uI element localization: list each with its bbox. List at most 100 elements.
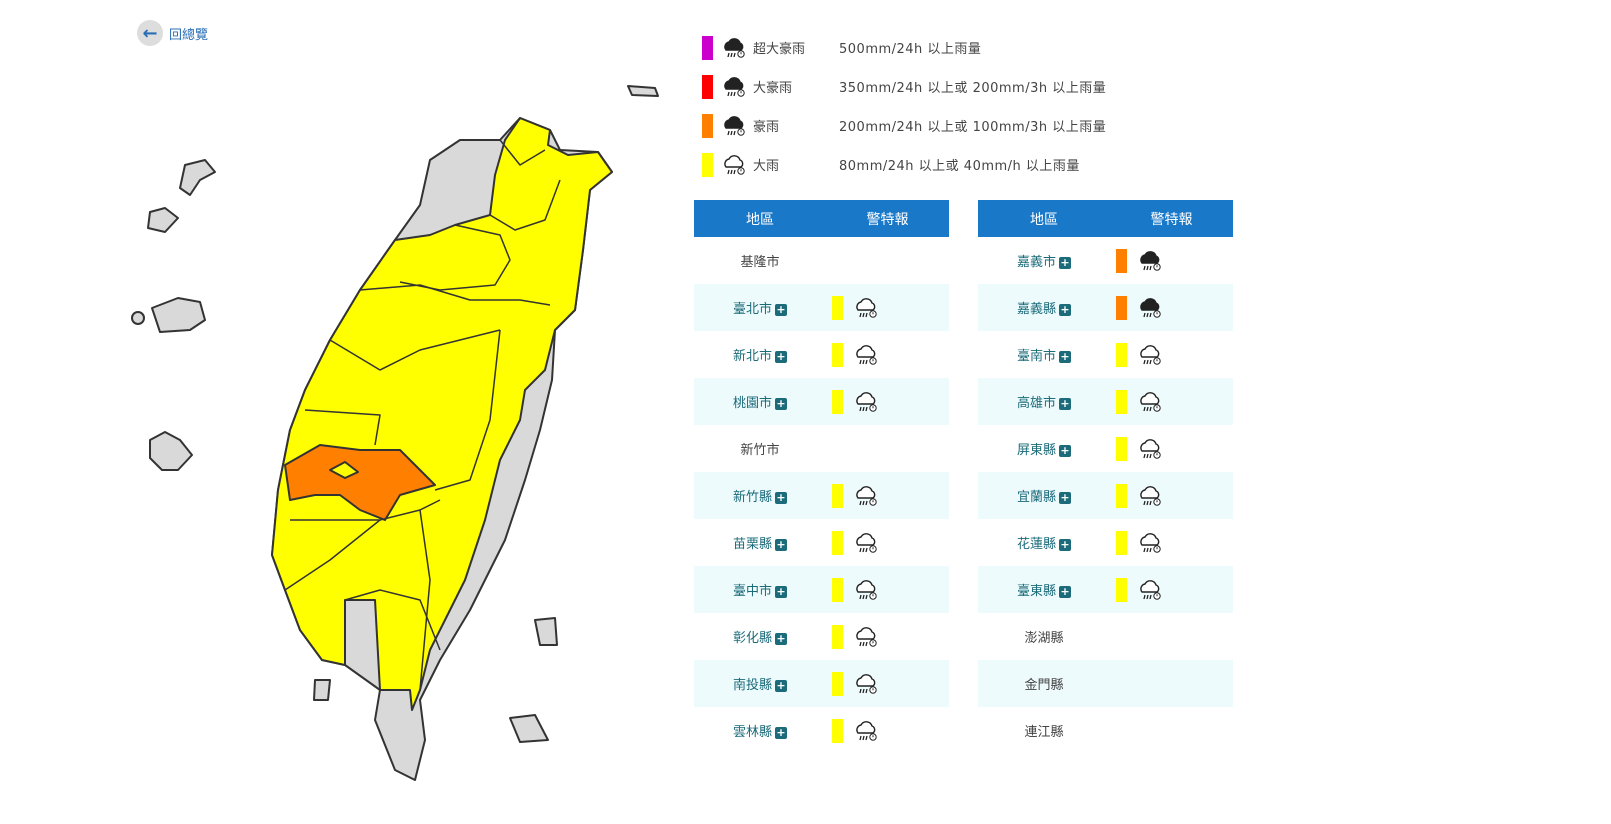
warning-level-bar	[832, 389, 843, 414]
region-torrential[interactable]	[284, 444, 436, 521]
region-name[interactable]: 南投縣 +	[694, 660, 826, 707]
island-matsu-3	[147, 207, 179, 233]
warning-level-bar	[832, 342, 843, 367]
warning-cell	[826, 472, 949, 519]
header-warning: 警特報	[1110, 200, 1233, 237]
region-heavy[interactable]	[271, 117, 613, 711]
torrential-rain-icon	[1140, 250, 1161, 271]
super-torrential-rain-icon	[724, 37, 745, 58]
expand-plus-icon[interactable]: +	[1059, 443, 1071, 457]
expand-plus-icon[interactable]: +	[775, 584, 787, 598]
warning-level-bar	[1116, 389, 1127, 414]
taiwan-warning-map	[131, 85, 659, 781]
expand-plus-icon[interactable]: +	[775, 678, 787, 692]
region-name[interactable]: 嘉義縣 +	[978, 284, 1110, 331]
expand-plus-icon[interactable]: +	[775, 537, 787, 551]
table-row: 新北市 +	[694, 331, 949, 378]
legend-name: 大雨	[753, 159, 780, 174]
expand-plus-icon[interactable]: +	[1059, 490, 1071, 504]
heavy-rain-icon	[724, 154, 745, 175]
region-name[interactable]: 宜蘭縣 +	[978, 472, 1110, 519]
back-label: 回總覽	[169, 27, 209, 43]
expand-plus-icon[interactable]: +	[1059, 302, 1071, 316]
warning-level-bar	[1116, 342, 1127, 367]
warning-cell	[1110, 660, 1233, 707]
warning-cell	[1110, 707, 1233, 754]
legend-desc: 350mm/24h 以上或 200mm/3h 以上雨量	[839, 81, 1107, 96]
region-name[interactable]: 新北市 +	[732, 349, 787, 364]
heavy-rain-icon	[1140, 485, 1161, 506]
heavy-rain-icon	[1140, 344, 1161, 365]
warning-cell	[826, 237, 949, 284]
island-penghu	[149, 431, 193, 471]
warning-cell	[826, 425, 949, 472]
legend-swatch	[702, 35, 713, 60]
warning-level-bar	[1116, 483, 1127, 508]
region-name[interactable]: 嘉義市 +	[1016, 255, 1071, 270]
region-name: 連江縣	[1024, 725, 1064, 740]
table-row: 金門縣	[978, 660, 1233, 707]
legend-name: 豪雨	[753, 120, 780, 135]
table-row: 彰化縣 +	[694, 613, 949, 660]
warning-cell	[1110, 613, 1233, 660]
heavy-rain-icon	[1140, 532, 1161, 553]
region-name[interactable]: 雲林縣 +	[732, 725, 787, 740]
warning-level-bar	[832, 577, 843, 602]
header-region: 地區	[978, 200, 1110, 237]
table-row: 基隆市	[694, 237, 949, 284]
warning-level-bar	[832, 718, 843, 743]
region-name[interactable]: 花蓮縣 +	[1016, 537, 1071, 552]
legend-swatch	[702, 113, 713, 138]
region-name[interactable]: 屏東縣 +	[1016, 443, 1071, 458]
region-name[interactable]: 新竹縣 +	[694, 472, 826, 519]
expand-plus-icon[interactable]: +	[1059, 349, 1071, 363]
legend-item: 豪雨 200mm/24h 以上或 100mm/3h 以上雨量	[702, 106, 1106, 145]
warning-level-bar	[832, 671, 843, 696]
legend-desc: 500mm/24h 以上雨量	[839, 42, 982, 57]
table-row: 雲林縣 +	[694, 707, 949, 754]
warning-cell	[826, 378, 949, 425]
expand-plus-icon[interactable]: +	[775, 349, 787, 363]
region-name[interactable]: 臺中市 +	[694, 566, 826, 613]
region-name[interactable]: 彰化縣 +	[732, 631, 787, 646]
expand-plus-icon[interactable]: +	[1059, 584, 1071, 598]
legend-swatch	[702, 74, 713, 99]
warning-level-bar	[1116, 248, 1127, 273]
region-name[interactable]: 苗栗縣 +	[732, 537, 787, 552]
region-name[interactable]: 臺東縣 +	[978, 566, 1110, 613]
expand-plus-icon[interactable]: +	[775, 631, 787, 645]
expand-plus-icon[interactable]: +	[775, 490, 787, 504]
table-row: 新竹縣 +	[694, 472, 949, 519]
expand-plus-icon[interactable]: +	[775, 396, 787, 410]
island-kinmen-1	[151, 297, 206, 333]
region-name[interactable]: 桃園市 +	[694, 378, 826, 425]
extremely-heavy-rain-icon	[724, 76, 745, 97]
region-name[interactable]: 臺南市 +	[1016, 349, 1071, 364]
region-name[interactable]: 臺北市 +	[694, 284, 826, 331]
warning-cell	[826, 519, 949, 566]
island-matsu-1	[627, 85, 659, 97]
table-row: 臺北市 +	[694, 284, 949, 331]
table-row: 臺東縣 +	[978, 566, 1233, 613]
table-row: 連江縣	[978, 707, 1233, 754]
warning-cell	[1110, 378, 1233, 425]
warning-cell	[826, 331, 949, 378]
warning-cell	[826, 284, 949, 331]
expand-plus-icon[interactable]: +	[1059, 255, 1071, 269]
heavy-rain-icon	[856, 391, 877, 412]
table-row: 桃園市 +	[694, 378, 949, 425]
legend: 超大豪雨 500mm/24h 以上雨量 大豪雨 350mm/24h 以上或 200mm…	[702, 28, 1106, 184]
heavy-rain-icon	[856, 626, 877, 647]
table-row: 苗栗縣 +	[694, 519, 949, 566]
legend-item: 大雨 80mm/24h 以上或 40mm/h 以上雨量	[702, 145, 1106, 184]
expand-plus-icon[interactable]: +	[1059, 537, 1071, 551]
warning-level-bar	[1116, 436, 1127, 461]
region-name[interactable]: 高雄市 +	[978, 378, 1110, 425]
expand-plus-icon[interactable]: +	[775, 725, 787, 739]
expand-plus-icon[interactable]: +	[1059, 396, 1071, 410]
table-row: 臺南市 +	[978, 331, 1233, 378]
heavy-rain-icon	[856, 720, 877, 741]
legend-item: 超大豪雨 500mm/24h 以上雨量	[702, 28, 1106, 67]
expand-plus-icon[interactable]: +	[775, 302, 787, 316]
back-to-overview-button[interactable]: ← 回總覽	[137, 20, 208, 46]
